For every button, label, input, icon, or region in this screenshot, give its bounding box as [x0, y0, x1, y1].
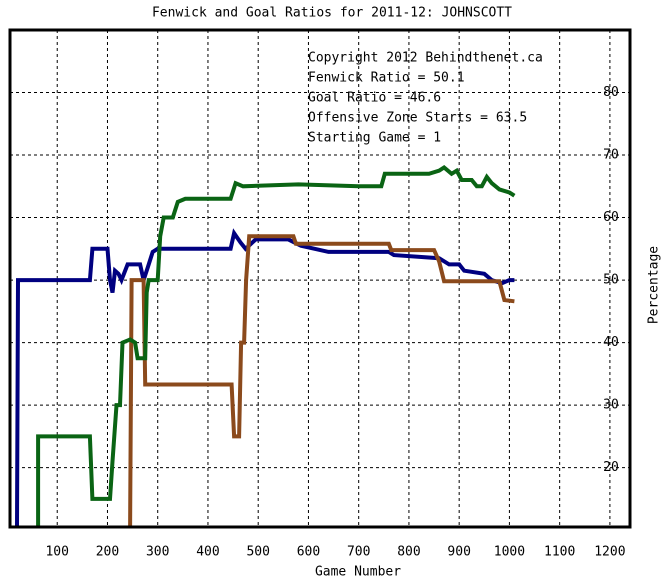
y-tick-label: 80 [603, 85, 619, 100]
x-tick-label: 800 [397, 545, 420, 560]
y-axis-label: Percentage [647, 246, 662, 324]
annotation: Fenwick Ratio = 50.1 [308, 71, 465, 86]
x-tick-label: 600 [297, 545, 320, 560]
chart-title: Fenwick and Goal Ratios for 2011-12: JOH… [152, 6, 512, 21]
annotation: Goal Ratio = 46.6 [308, 91, 441, 106]
y-tick-label: 70 [603, 148, 619, 163]
y-tick-label: 20 [603, 460, 619, 475]
x-axis-label: Game Number [315, 565, 401, 580]
x-tick-label: 1200 [594, 545, 625, 560]
annotation: Offensive Zone Starts = 63.5 [308, 111, 527, 126]
x-tick-label: 1100 [544, 545, 575, 560]
x-tick-label: 1000 [494, 545, 525, 560]
series-line [15, 228, 515, 528]
plot-area: 100 200 300 400 500 600 700 800 900 1000 1100 1200 2… [10, 30, 630, 560]
x-tick-label: 400 [196, 545, 219, 560]
y-tick-label: 60 [603, 210, 619, 225]
series-line [128, 234, 515, 528]
annotation: Copyright 2012 Behindthenet.ca [308, 51, 543, 66]
x-tick-label: 500 [246, 545, 269, 560]
annotation: Starting Game = 1 [308, 131, 441, 146]
y-tick-label: 50 [603, 273, 619, 288]
x-tick-label: 300 [146, 545, 169, 560]
series-line [36, 165, 516, 527]
x-tick-label: 100 [45, 545, 68, 560]
y-tick-label: 40 [603, 335, 619, 350]
x-tick-label: 700 [347, 545, 370, 560]
plot-border [8, 28, 632, 529]
y-tick-label: 30 [603, 398, 619, 413]
x-tick-label: 200 [96, 545, 119, 560]
x-tick-label: 900 [447, 545, 470, 560]
